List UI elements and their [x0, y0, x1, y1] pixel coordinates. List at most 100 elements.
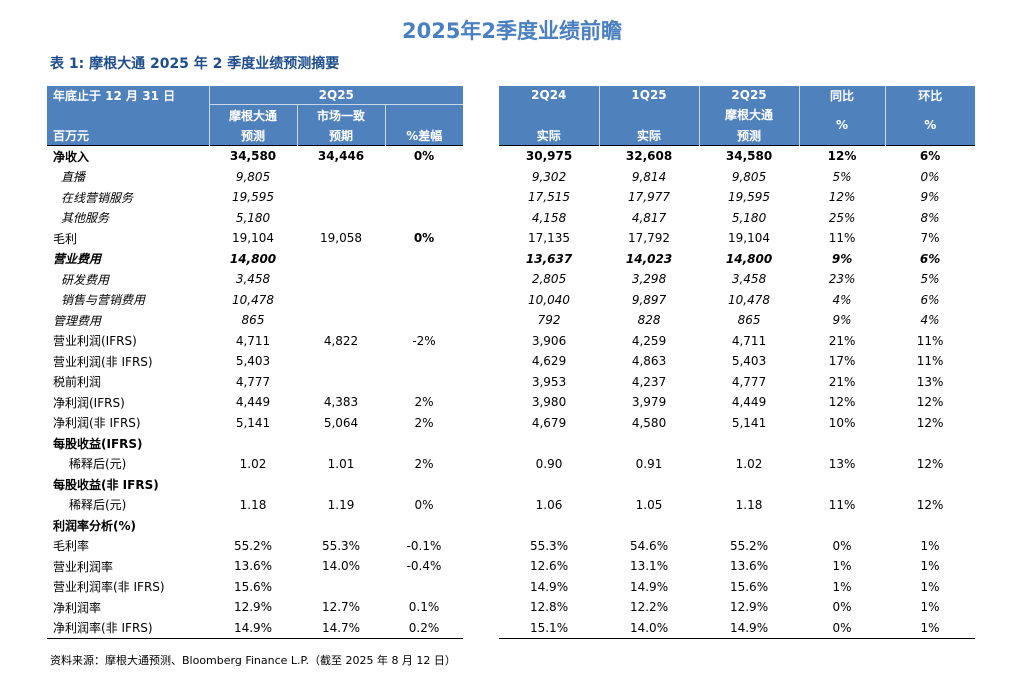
cell-b: 17,792	[628, 231, 671, 246]
cell-cons	[297, 372, 385, 393]
row-label: 在线营销服务	[61, 190, 134, 205]
cell-cons	[297, 290, 385, 311]
cell-jpm: 5,180	[235, 210, 271, 225]
header-qoq: 环比	[884, 86, 976, 105]
table-row: 直播 9,805 9,302 9,814 9,805 5% 0%	[47, 166, 975, 188]
cell-diff	[385, 208, 463, 229]
cell-a	[499, 474, 599, 495]
cell-a: 10,040	[528, 292, 571, 307]
cell-jpm: 4,777	[235, 374, 271, 389]
cell-diff: -0.1%	[406, 538, 442, 553]
cell-a: 15.1%	[499, 617, 600, 639]
cell-b: 54.6%	[629, 538, 669, 553]
cell-yoy: 11%	[828, 231, 856, 246]
cell-c: 9,805	[731, 169, 767, 184]
cell-qoq: 0%	[920, 169, 940, 184]
cell-diff: 0%	[385, 145, 464, 167]
table-row: 净利润率(非 IFRS) 14.9% 14.7% 0.2% 15.1% 14.0% 14.9…	[47, 617, 976, 639]
cell-b: 3,298	[631, 272, 667, 287]
row-label: 每股收益(IFRS)	[53, 436, 143, 451]
cell-diff	[385, 310, 463, 331]
cell-c	[699, 515, 799, 536]
cell-b: 4,237	[631, 374, 667, 389]
cell-cons	[297, 208, 385, 229]
cell-jpm: 5,403	[235, 354, 271, 369]
cell-cons	[297, 310, 385, 331]
cell-jpm: 13.6%	[233, 559, 273, 574]
cell-cons	[297, 187, 385, 208]
cell-yoy: 11%	[828, 497, 856, 512]
row-label: 利润率分析(%)	[53, 518, 136, 533]
cell-b: 4,259	[631, 333, 667, 348]
cell-diff: 0.1%	[408, 600, 440, 615]
cell-yoy: 13%	[828, 456, 856, 471]
cell-cons	[297, 167, 385, 188]
cell-c: 12.9%	[729, 600, 769, 615]
cell-c: 13.6%	[729, 559, 769, 574]
header-forecast-2q25: 预测	[698, 125, 800, 146]
row-label: 净利润率	[53, 600, 102, 615]
cell-diff: 2%	[414, 395, 434, 410]
header-row-3: 百万元 预测 预期 %差幅 实际 实际 预测	[47, 125, 975, 146]
cell-diff: 2%	[414, 415, 434, 430]
cell-c: 5,180	[731, 210, 767, 225]
cell-c: 1.02	[735, 456, 763, 471]
cell-qoq: 7%	[920, 231, 940, 246]
cell-b: 9,814	[631, 169, 667, 184]
cell-jpm: 19,595	[232, 190, 274, 205]
table-row: 税前利润 4,777 3,953 4,237 4,777 21% 13%	[47, 371, 975, 393]
cell-a: 792	[537, 313, 561, 328]
cell-c: 4,449	[731, 395, 767, 410]
cell-a: 17,515	[528, 190, 571, 205]
cell-diff: 0%	[414, 497, 434, 512]
header-expected: 预期	[296, 125, 385, 146]
table-row: 研发费用 3,458 2,805 3,298 3,458 23% 5%	[47, 269, 975, 290]
cell-cons	[297, 577, 385, 598]
table-row: 净利润(非 IFRS) 5,141 5,064 2% 4,679 4,580 5,141 10…	[47, 412, 975, 433]
cell-qoq: 1%	[920, 600, 940, 615]
header-consensus: 市场一致	[296, 104, 385, 125]
cell-jpm: 10,478	[232, 292, 274, 307]
cell-yoy: 10%	[828, 415, 856, 430]
cell-yoy: 17%	[828, 354, 856, 369]
table-row: 营业利润(IFRS) 4,711 4,822 -2% 3,906 4,259 4,711 21…	[47, 330, 975, 351]
cell-cons: 14.7%	[297, 617, 385, 639]
table-row: 营业利润率 13.6% 14.0% -0.4% 12.6% 13.1% 13.6% 1% 1%	[47, 556, 975, 577]
cell-c: 14.9%	[699, 617, 800, 639]
cell-c: 55.2%	[729, 538, 769, 553]
cell-c: 5,403	[731, 354, 767, 369]
header-actual-2q24: 实际	[499, 125, 600, 146]
cell-qoq: 11%	[916, 333, 944, 348]
cell-jpm	[209, 515, 297, 536]
cell-yoy	[799, 433, 885, 454]
cell-qoq: 12%	[916, 456, 944, 471]
table-body: 净收入 34,580 34,446 0% 30,975 32,608 34,580 12% 6%…	[47, 145, 976, 639]
cell-c: 19,104	[728, 231, 771, 246]
cell-qoq: 12%	[916, 415, 944, 430]
row-label: 营业利润(非 IFRS)	[53, 354, 153, 369]
header-row-1: 年底止于 12 月 31 日 2Q25 2Q24 1Q25 2Q25 同比 环比	[47, 86, 976, 105]
header-1q25: 1Q25	[598, 86, 700, 105]
cell-a: 4,158	[531, 210, 567, 225]
cell-a: 9,302	[531, 169, 567, 184]
cell-c: 1.18	[735, 497, 763, 512]
cell-cons	[297, 433, 385, 454]
cell-qoq: 6%	[919, 251, 941, 266]
cell-qoq: 8%	[920, 210, 940, 225]
cell-cons: 55.3%	[321, 538, 361, 553]
cell-jpm: 19,104	[232, 231, 274, 246]
header-jpm: 摩根大通	[208, 104, 297, 125]
cell-c: 10,478	[728, 292, 771, 307]
header-yoy-pct: %	[798, 104, 886, 146]
cell-yoy: 12%	[828, 395, 856, 410]
header-year-end: 年底止于 12 月 31 日	[47, 86, 209, 105]
cell-a: 0.90	[535, 456, 563, 471]
cell-cons	[297, 351, 385, 372]
row-label: 毛利	[53, 231, 78, 246]
cell-b: 14.9%	[629, 579, 669, 594]
cell-diff: -2%	[412, 333, 436, 348]
table-row: 每股收益(IFRS)	[47, 433, 975, 454]
cell-yoy: 1%	[832, 559, 852, 574]
cell-qoq: 1%	[920, 559, 940, 574]
cell-c: 3,458	[731, 272, 767, 287]
